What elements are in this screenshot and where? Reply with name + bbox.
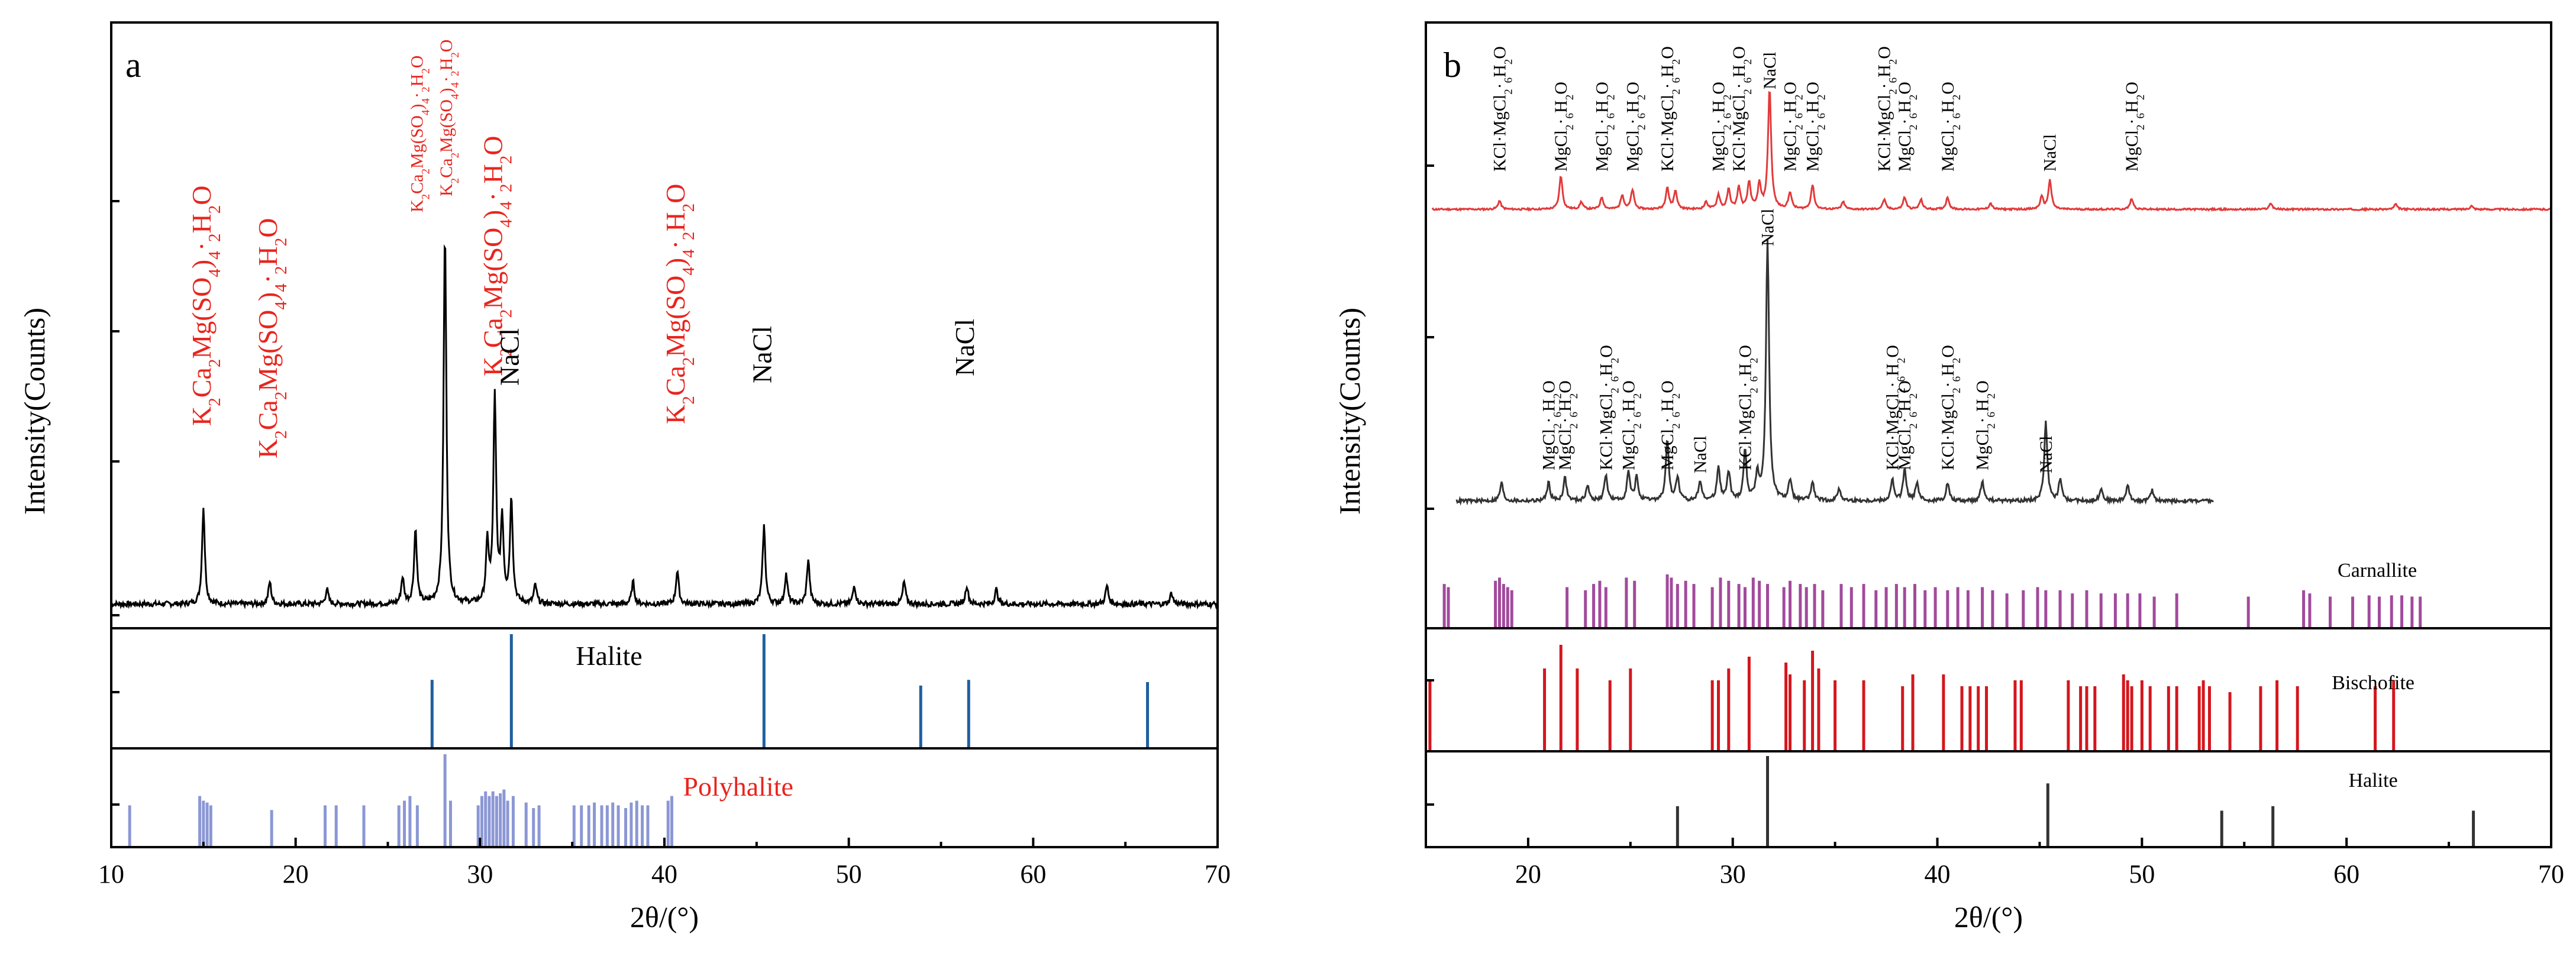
- panel-b-xtick-label: 20: [1515, 860, 1541, 889]
- panel-a-reference-patterns: Halite Polyhalite: [128, 634, 1150, 847]
- panel-a-xtick-label: 50: [836, 860, 862, 889]
- panel-b-xtick-label: 50: [2129, 860, 2155, 889]
- panel-a-xtick-label: 30: [467, 860, 493, 889]
- panel-a-peak-label: NaCl: [494, 328, 524, 386]
- panel-b-peak-label: MgCl2·6H2O: [1551, 82, 1576, 172]
- panel-b-peak-label: MgCl2·6H2O: [1658, 380, 1683, 470]
- panel-b-letter: b: [1444, 46, 1461, 85]
- panel-a-xtick-label: 20: [283, 860, 309, 889]
- panel-b-peak-label: MgCl2·6H2O: [1973, 380, 1998, 470]
- panel-a-peak-label: K2Ca2Mg(SO4)4·2H2O: [437, 40, 461, 196]
- panel-b-peak-label: NaCl: [1758, 209, 1778, 246]
- panel-b-trace-line: [1455, 239, 2214, 506]
- reference-label: Halite: [2349, 770, 2398, 792]
- panel-b-peak-label: MgCl2·6H2O: [1555, 380, 1580, 470]
- panel-a-peak-label: K2Ca2Mg(SO4)4·2H2O: [477, 135, 515, 376]
- panel-a-peak-label: K2Ca2Mg(SO4)4·2H2O: [253, 218, 290, 458]
- panel-b-peak-label: MgCl2·6H2O: [2122, 82, 2147, 172]
- panel-b-xtick-label: 40: [1925, 860, 1951, 889]
- panel-b-peak-label: KCl·MgCl2·6H2O: [1729, 46, 1754, 172]
- panel-b-peak-label: KCl·MgCl2·6H2O: [1938, 345, 1963, 470]
- panel-b-xtick-label: 30: [1720, 860, 1746, 889]
- panel-b-xtick-label: 60: [2333, 860, 2359, 889]
- panel-b-peak-label: NaCl: [2041, 134, 2060, 172]
- panel-a-axes: 10 20 30 40 50 60 70 2θ/(°) Intensity(Counts) a: [18, 21, 1231, 934]
- panel-a-xtick-label: 10: [98, 860, 124, 889]
- panel-b-peak-label: KCl·MgCl2·6H2O: [1883, 345, 1907, 470]
- panel-a-xlabel: 2θ/(°): [630, 900, 699, 934]
- panel-b-peak-label: MgCl2·6H2O: [1938, 82, 1963, 172]
- panel-b-peak-label: MgCl2·6H2O: [1895, 82, 1920, 172]
- reference-label: Halite: [576, 641, 642, 671]
- panel-a-xtick-label: 70: [1205, 860, 1231, 889]
- panel-a-peak-label: K2Ca2Mg(SO4)4·2H2O: [186, 185, 224, 426]
- panel-a-peak-label: K2Ca2Mg(SO4)4·2H2O: [407, 56, 432, 212]
- panel-b-xrd-patterns: [1431, 91, 2551, 506]
- panel-b-peak-label: MgCl2·6H2O: [1803, 82, 1828, 172]
- panel-b-xlabel: 2θ/(°): [1954, 900, 2023, 934]
- panel-b-peak-label: KCl·MgCl2·6H2O: [1875, 46, 1900, 172]
- panel-b-peak-label: MgCl2·6H2O: [1895, 380, 1920, 470]
- reference-label: Carnallite: [2338, 560, 2417, 582]
- panel-a-peak-label: NaCl: [747, 326, 777, 383]
- panel-a-ylabel: Intensity(Counts): [18, 308, 51, 515]
- panel-a-xrd-pattern: [111, 244, 1219, 610]
- panel-b-peak-label: MgCl2·6H2O: [1781, 82, 1806, 172]
- panel-b-peak-annotations: KCl·MgCl2·6H2OMgCl2·6H2OMgCl2·6H2OMgCl2·…: [1490, 46, 2146, 473]
- panel-b-peak-label: NaCl: [2036, 436, 2056, 473]
- panel-b-peak-label: KCl·MgCl2·6H2O: [1490, 46, 1515, 172]
- reference-label: Polyhalite: [683, 771, 793, 802]
- panel-b-peak-label: NaCl: [1760, 52, 1780, 89]
- panel-b-xtick-label: 70: [2538, 860, 2564, 889]
- panel-a-peak-annotations: K2Ca2Mg(SO4)4·2H2OK2Ca2Mg(SO4)4·2H2OK2Ca…: [186, 40, 980, 458]
- panel-b-peak-label: MgCl2·6H2O: [1709, 82, 1734, 172]
- panel-a-peak-label: K2Ca2Mg(SO4)4·2H2O: [660, 183, 698, 424]
- panel-b-peak-label: MgCl2·6H2O: [1592, 82, 1617, 172]
- panel-a-xtick-label: 40: [651, 860, 677, 889]
- panel-b-frame: [1425, 21, 2552, 848]
- panel-b-peak-label: NaCl: [1690, 436, 1710, 473]
- panel-a-trace-line: [111, 244, 1219, 610]
- panel-b-peak-label: KCl·MgCl2·6H2O: [1735, 345, 1760, 470]
- panel-b-peak-label: KCl·MgCl2·6H2O: [1658, 46, 1683, 172]
- panel-b-peak-label: MgCl2·6H2O: [1539, 380, 1564, 470]
- panel-b-peak-label: MgCl2·6H2O: [1619, 380, 1644, 470]
- panel-a-xtick-label: 60: [1020, 860, 1046, 889]
- panel-b-peak-label: MgCl2·6H2O: [1623, 82, 1648, 172]
- reference-label: Bischofite: [2332, 672, 2414, 694]
- panel-b-ylabel: Intensity(Counts): [1333, 308, 1366, 515]
- panel-b: Carnallite Bischofite Halite KCl·MgCl2·6H2…: [1333, 21, 2564, 934]
- panel-a-peak-label: NaCl: [950, 319, 980, 376]
- panel-b-trace-line: [1431, 91, 2551, 212]
- panel-b-reference-patterns: Carnallite Bischofite Halite: [1428, 560, 2475, 847]
- panel-a-letter: a: [125, 46, 141, 85]
- panel-b-peak-label: KCl·MgCl2·6H2O: [1596, 345, 1621, 470]
- panel-b-axes: 20 30 40 50 60 70 2θ/(°) Intensity(Counts) b: [1333, 21, 2564, 934]
